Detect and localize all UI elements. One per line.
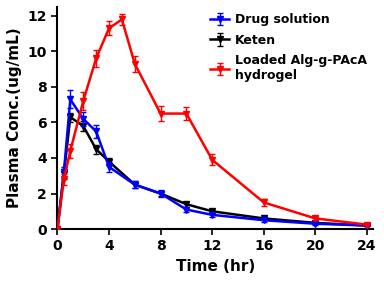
X-axis label: Time (hr): Time (hr): [176, 259, 255, 274]
Y-axis label: Plasma Conc.(ug/mL): Plasma Conc.(ug/mL): [7, 28, 22, 208]
Legend: Drug solution, Keten, Loaded Alg-g-PAcA
hydrogel: Drug solution, Keten, Loaded Alg-g-PAcA …: [210, 13, 367, 82]
